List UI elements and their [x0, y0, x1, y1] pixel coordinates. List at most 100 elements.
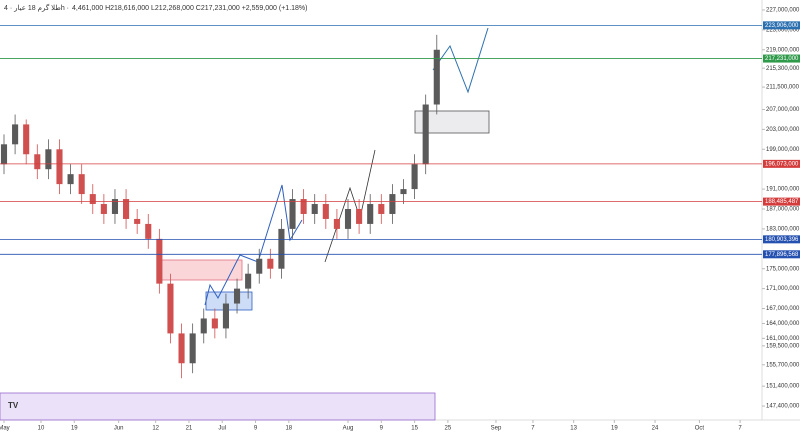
x-tick-label: 19	[71, 426, 78, 432]
candle-body	[278, 228, 285, 269]
wave-path	[204, 184, 303, 306]
x-tick-label: 7	[531, 426, 535, 432]
candle-body	[45, 149, 52, 170]
candle-body	[233, 288, 241, 304]
y-tick-label: 171,000,000	[766, 286, 800, 292]
candle-body	[67, 174, 74, 185]
x-tick-label: Jun	[114, 426, 124, 432]
x-tick-label: 7	[738, 426, 742, 432]
price-label-bg	[763, 250, 800, 259]
candle-body	[333, 218, 340, 229]
price-label: 180,903,396	[765, 237, 799, 243]
logo: TV	[8, 401, 19, 410]
candle-body	[78, 174, 85, 195]
price-label: 188,485,487	[765, 199, 799, 205]
candle-body	[134, 218, 141, 224]
candle-body	[56, 149, 63, 185]
y-tick-label: 211,500,000	[766, 85, 800, 91]
candle-body	[322, 204, 329, 219]
x-tick-label: 13	[570, 426, 577, 432]
price-label: 217,231,000	[765, 56, 799, 62]
candle-body	[367, 204, 374, 224]
candle-body	[89, 194, 96, 205]
price-label-bg	[763, 159, 800, 168]
candle-body	[200, 318, 207, 334]
x-tick-label: 18	[285, 426, 292, 432]
y-tick-label: 199,000,000	[766, 147, 800, 153]
x-tick-label: 25	[445, 426, 452, 432]
x-tick-label: Jul	[218, 426, 226, 432]
candle-body	[245, 273, 252, 289]
candle-body	[156, 238, 163, 284]
y-tick-label: 223,000,000	[766, 27, 800, 33]
x-tick-label: Sep	[491, 426, 502, 432]
price-label-bg	[763, 197, 800, 206]
price-label: 196,073,000	[765, 161, 799, 167]
y-tick-label: 161,000,000	[766, 336, 800, 342]
x-tick-label: 9	[254, 426, 258, 432]
candle-body	[100, 204, 107, 214]
price-label-bg	[763, 21, 800, 30]
zone-rect	[414, 110, 490, 134]
candle-body	[111, 199, 119, 214]
y-tick-label: 155,700,000	[766, 362, 800, 368]
candle-body	[356, 209, 363, 224]
y-tick-label: 159,500,000	[766, 343, 800, 349]
candle-body	[289, 199, 296, 229]
candle-body	[34, 154, 41, 170]
candle-body	[411, 164, 418, 190]
candle-body	[400, 189, 407, 195]
zone-rect	[205, 291, 253, 311]
y-tick-label: 164,000,000	[766, 321, 800, 327]
candle-body	[222, 303, 229, 329]
x-tick-label: May	[0, 426, 10, 432]
price-label-bg	[763, 235, 800, 244]
y-tick-label: 219,000,000	[766, 47, 800, 53]
candle-body	[433, 49, 440, 105]
wave-path	[432, 27, 489, 94]
candle-body	[189, 333, 196, 364]
x-tick-label: 19	[611, 426, 618, 432]
x-tick-label: 12	[152, 426, 159, 432]
y-tick-label: 227,000,000	[766, 8, 800, 14]
drawings: TV	[0, 27, 490, 421]
y-tick-label: 147,400,000	[766, 404, 800, 410]
candle-body	[123, 199, 130, 219]
price-label-bg	[763, 54, 800, 63]
candle-body	[422, 104, 429, 165]
candle-body	[167, 283, 174, 334]
symbol-title: طلا گرم 18 عیار · 4h ·	[4, 3, 69, 12]
y-tick-label: 207,000,000	[766, 107, 800, 113]
candle-body	[344, 209, 352, 229]
y-tick-label: 183,000,000	[766, 226, 800, 232]
candle-body	[256, 258, 263, 274]
x-tick-label: 21	[186, 426, 193, 432]
candle-body	[211, 318, 218, 329]
y-tick-label: 175,000,000	[766, 266, 800, 272]
y-tick-label: 151,400,000	[766, 384, 800, 390]
x-tick-label: 10	[38, 426, 45, 432]
candle-body	[23, 124, 30, 155]
candle-body	[378, 204, 385, 214]
candle-body	[0, 144, 8, 165]
zone-rect	[159, 259, 243, 281]
candle-body	[300, 199, 307, 214]
x-tick-label: Oct	[695, 426, 705, 432]
y-tick-label: 215,300,000	[766, 66, 800, 72]
price-label: 223,906,000	[765, 23, 799, 29]
price-label: 177,896,568	[765, 252, 799, 258]
x-tick-label: 15	[411, 426, 418, 432]
y-tick-label: 187,000,000	[766, 207, 800, 213]
candle-body	[178, 333, 185, 364]
candle-body	[12, 124, 19, 145]
candle-body	[389, 194, 396, 214]
zone-rect	[0, 392, 436, 421]
x-tick-label: Aug	[343, 426, 354, 432]
y-tick-label: 167,000,000	[766, 306, 800, 312]
x-tick-label: 9	[380, 426, 384, 432]
candle-body	[311, 204, 318, 214]
y-tick-label: 191,000,000	[766, 187, 800, 193]
y-tick-label: 203,000,000	[766, 127, 800, 133]
